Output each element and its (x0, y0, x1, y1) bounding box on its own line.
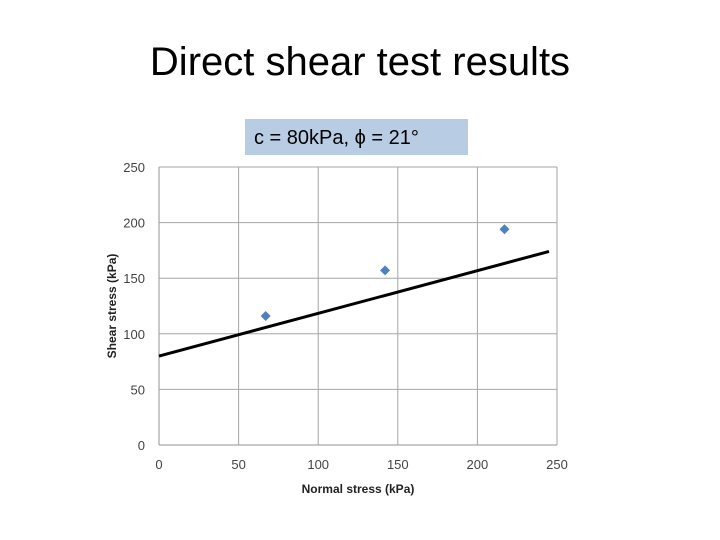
data-point (380, 265, 391, 276)
y-tick-label: 150 (123, 271, 145, 286)
x-tick-label: 0 (155, 457, 162, 472)
chart-grid (158, 166, 558, 446)
y-tick-label: 250 (123, 160, 145, 175)
x-tick-label: 50 (231, 457, 245, 472)
y-tick-labels: 0 50 100 150 200 250 (123, 160, 145, 453)
y-tick-label: 200 (123, 216, 145, 231)
data-point (499, 224, 510, 235)
y-axis-label: Shear stress (kPa) (105, 254, 119, 359)
x-tick-label: 100 (307, 457, 329, 472)
y-tick-label: 50 (131, 382, 145, 397)
x-tick-labels: 0 50 100 150 200 250 (155, 457, 567, 472)
strength-parameters-annotation: c = 80kPa, ϕ = 21° (245, 119, 468, 155)
slide-title: Direct shear test results (149, 40, 571, 84)
y-tick-label: 0 (138, 438, 145, 453)
fit-line (158, 250, 550, 358)
fit-line-group (158, 250, 550, 358)
x-tick-label: 200 (467, 457, 489, 472)
y-tick-label: 100 (123, 327, 145, 342)
x-axis-label: Normal stress (kPa) (302, 482, 415, 496)
data-points (260, 224, 510, 322)
x-tick-label: 250 (546, 457, 568, 472)
data-point (260, 311, 271, 322)
x-tick-label: 150 (387, 457, 409, 472)
